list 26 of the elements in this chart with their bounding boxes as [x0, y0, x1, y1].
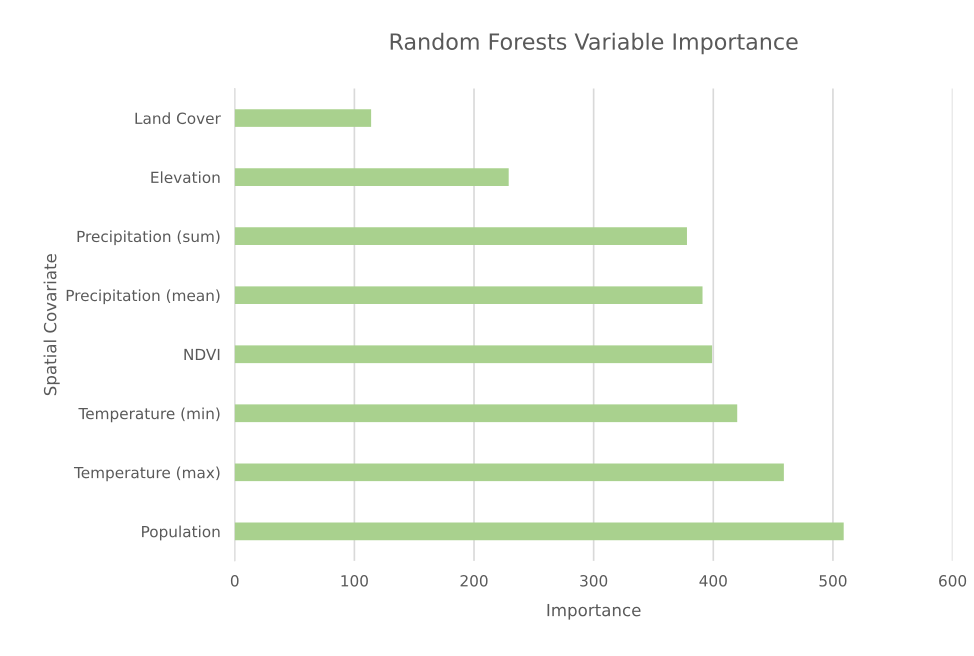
x-tick-label: 0	[230, 575, 239, 587]
y-tick-label: Land Cover	[135, 112, 221, 124]
y-axis-title: Spatial Covariate	[44, 254, 60, 396]
bar	[234, 168, 509, 186]
bar	[234, 109, 372, 127]
x-tick-label: 500	[820, 575, 846, 587]
bar	[234, 463, 784, 482]
bar	[234, 522, 844, 540]
y-tick-label: Temperature (max)	[74, 466, 220, 482]
x-tick-label: 100	[341, 575, 368, 587]
x-tick-label: 300	[580, 575, 608, 587]
y-tick-label: NDVI	[184, 348, 220, 360]
x-tick-label: 600	[939, 575, 966, 587]
y-tick-label: Precipitation (mean)	[66, 289, 220, 304]
bar	[234, 345, 712, 364]
y-tick-label: Elevation	[151, 171, 220, 184]
bar	[234, 404, 738, 422]
x-tick-label: 400	[699, 575, 727, 587]
y-tick-label: Population	[142, 526, 220, 540]
y-tick-label: Temperature (min)	[78, 407, 220, 422]
bar	[234, 286, 703, 304]
bar	[234, 227, 687, 246]
x-tick-label: 200	[460, 575, 488, 587]
x-axis-title: Importance	[548, 604, 641, 620]
y-tick-label: Precipitation (sum)	[78, 230, 220, 246]
chart-title: Random Forests Variable Importance	[390, 32, 798, 54]
